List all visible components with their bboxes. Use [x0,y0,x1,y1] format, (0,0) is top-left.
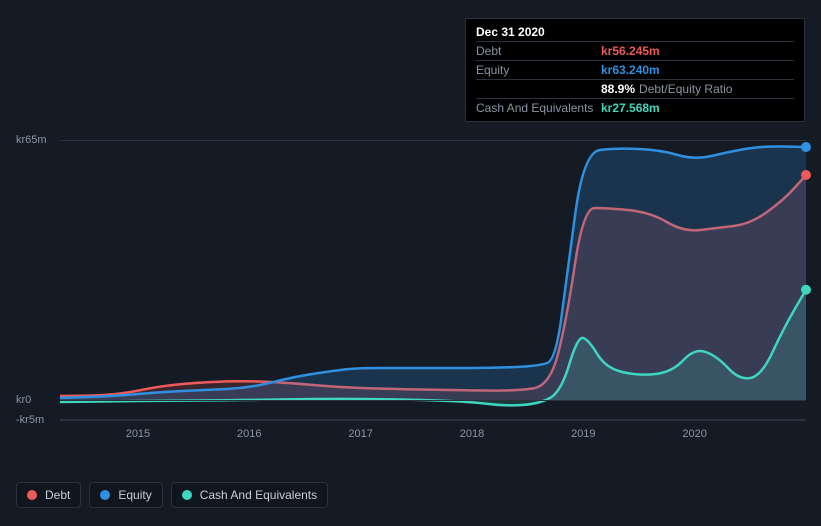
y-tick-label: kr0 [16,394,31,406]
chart-tooltip: Dec 31 2020 Debt kr56.245m Equity kr63.2… [465,18,805,122]
end-marker-icon [801,142,811,152]
x-tick-label: 2017 [348,428,372,440]
legend-item-equity[interactable]: Equity [89,482,162,508]
y-tick-label: -kr5m [16,414,44,426]
gridline [60,420,806,421]
x-tick-label: 2020 [682,428,706,440]
legend-label: Debt [45,488,70,502]
tooltip-row-debt: Debt kr56.245m [476,41,794,60]
legend-item-cash[interactable]: Cash And Equivalents [171,482,328,508]
circle-icon [100,490,110,500]
chart-legend: Debt Equity Cash And Equivalents [16,482,328,508]
tooltip-label: Equity [476,63,601,77]
tooltip-label [476,82,601,96]
x-tick-label: 2015 [126,428,150,440]
tooltip-row-cash: Cash And Equivalents kr27.568m [476,98,794,117]
legend-label: Equity [118,488,151,502]
y-tick-label: kr65m [16,134,47,146]
tooltip-row-ratio: 88.9% Debt/Equity Ratio [476,79,794,98]
tooltip-label: Cash And Equivalents [476,101,601,115]
x-tick-label: 2016 [237,428,261,440]
chart-svg [60,140,806,419]
legend-item-debt[interactable]: Debt [16,482,81,508]
tooltip-row-equity: Equity kr63.240m [476,60,794,79]
gridline [60,140,806,141]
circle-icon [182,490,192,500]
x-tick-label: 2019 [571,428,595,440]
gridline [60,400,806,401]
tooltip-value: kr56.245m [601,44,660,58]
tooltip-label: Debt [476,44,601,58]
end-marker-icon [801,285,811,295]
tooltip-value: kr27.568m [601,101,660,115]
x-tick-label: 2018 [460,428,484,440]
x-axis-labels: 2015 2016 2017 2018 2019 2020 [60,428,806,446]
tooltip-ratio-pct: 88.9% [601,82,635,96]
legend-label: Cash And Equivalents [200,488,317,502]
tooltip-date: Dec 31 2020 [476,25,794,41]
tooltip-ratio-label: Debt/Equity Ratio [639,82,732,96]
end-marker-icon [801,170,811,180]
debt-equity-chart[interactable]: kr65mkr0-kr5m 201520162017201820192020 [16,140,806,450]
tooltip-value: kr63.240m [601,63,660,77]
plot-area [60,140,806,420]
circle-icon [27,490,37,500]
